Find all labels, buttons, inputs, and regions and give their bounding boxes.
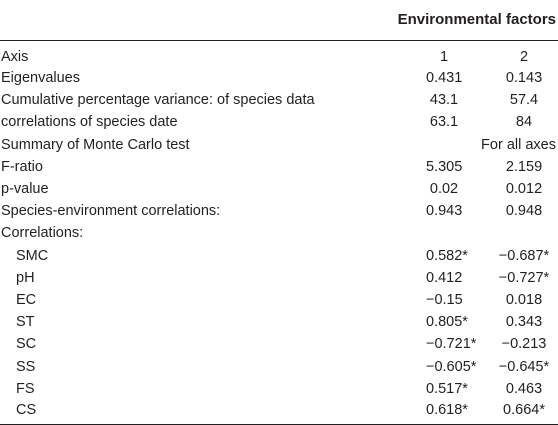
axis-2-value: 2.159	[505, 158, 543, 175]
axis-1-value: 43.1	[429, 92, 459, 109]
table-row: EC −0.15 0.018	[0, 289, 558, 311]
axis-1-value	[362, 222, 462, 244]
axis-1-value: 0.412	[426, 269, 463, 286]
axis-2-value: 2	[519, 49, 529, 65]
row-label: SMC	[16, 247, 49, 264]
table-row: Eigenvalues 0.431 0.143	[0, 67, 558, 89]
axis-1-value: −0.605*	[426, 358, 477, 375]
axis-2-value: 0.463	[505, 380, 543, 397]
axis-2-value	[462, 222, 558, 244]
axis-1-value: −0.721*	[426, 336, 477, 353]
row-label: FS	[16, 380, 35, 397]
row-label: SS	[16, 358, 36, 375]
axis-1-value: 0.02	[429, 181, 459, 198]
table-row: Axis 1 2	[0, 41, 558, 68]
axis-2-value: 0.343	[505, 314, 543, 331]
row-label: CS	[0, 399, 362, 425]
table-row: SC −0.721* −0.213	[0, 333, 558, 355]
row-label: Species-environment correlations:	[1, 203, 221, 220]
axis-2-value: 0.012	[505, 181, 543, 198]
table-row: FS 0.517* 0.463	[0, 378, 558, 400]
axis-2-value: 84	[515, 114, 533, 131]
axis-2-value: 0.143	[505, 70, 543, 87]
header-blank-cell	[0, 0, 362, 41]
table-row: Correlations:	[0, 222, 558, 244]
table-row: pH 0.412 −0.727*	[0, 267, 558, 289]
row-label: p-value	[1, 181, 49, 198]
axis-2-value: For all axes	[481, 136, 556, 153]
axis-1-value: 0.431	[426, 70, 463, 87]
axis-2-value: 0.018	[505, 291, 543, 308]
row-label: Cumulative percentage variance: of speci…	[1, 92, 315, 109]
axis-2-value: 0.664*	[462, 399, 558, 425]
axis-2-value: −0.645*	[498, 358, 550, 375]
table-header: Environmental factors	[0, 0, 558, 41]
row-label: Axis	[1, 49, 29, 65]
table-row: Summary of Monte Carlo test For all axes	[0, 134, 558, 156]
axis-2-value: −0.213	[501, 336, 547, 353]
row-label: SC	[16, 336, 37, 353]
table-row: SMC 0.582* −0.687*	[0, 245, 558, 267]
table-row: Cumulative percentage variance: of speci…	[0, 89, 558, 111]
axis-2-value: −0.727*	[498, 269, 550, 286]
axis-2-value: −0.687*	[498, 247, 550, 264]
table-row: CS 0.618* 0.664*	[0, 399, 558, 425]
row-label: Eigenvalues	[1, 70, 80, 87]
axis-1-value: 5.305	[426, 158, 463, 175]
axis-1-value: 0.805*	[426, 314, 468, 331]
row-label: F-ratio	[1, 158, 43, 175]
row-label: Correlations:	[1, 225, 84, 242]
row-label: pH	[16, 269, 35, 286]
axis-1-value: 0.618*	[362, 399, 468, 425]
axis-2-value: 0.948	[505, 203, 543, 220]
table-row: correlations of species date 63.1 84	[0, 111, 558, 133]
group-header-row: Environmental factors	[0, 0, 558, 41]
group-header-environmental-factors: Environmental factors	[362, 0, 558, 41]
row-label: EC	[16, 291, 37, 308]
table-row: Species-environment correlations: 0.943 0.…	[0, 200, 558, 222]
table-row: SS −0.605* −0.645*	[0, 355, 558, 377]
axis-1-value: 1	[439, 49, 449, 65]
table-body: Axis 1 2 Eigenvalues 0.431 0.143 Cumulative pe…	[0, 41, 558, 425]
axis-2-value: 57.4	[509, 92, 539, 109]
axis-1-value: 63.1	[429, 114, 459, 131]
axis-1-value: 0.582*	[426, 247, 468, 264]
table-row: p-value 0.02 0.012	[0, 178, 558, 200]
axis-1-value: −0.15	[426, 291, 463, 308]
axis-1-value: 0.943	[426, 203, 463, 220]
axis-1-value	[362, 134, 462, 156]
row-label: ST	[16, 314, 35, 331]
row-label: Summary of Monte Carlo test	[1, 136, 190, 153]
row-label: correlations of species date	[1, 114, 178, 131]
table-row: ST 0.805* 0.343	[0, 311, 558, 333]
table-row: F-ratio 5.305 2.159	[0, 156, 558, 178]
axis-1-value: 0.517*	[426, 380, 468, 397]
